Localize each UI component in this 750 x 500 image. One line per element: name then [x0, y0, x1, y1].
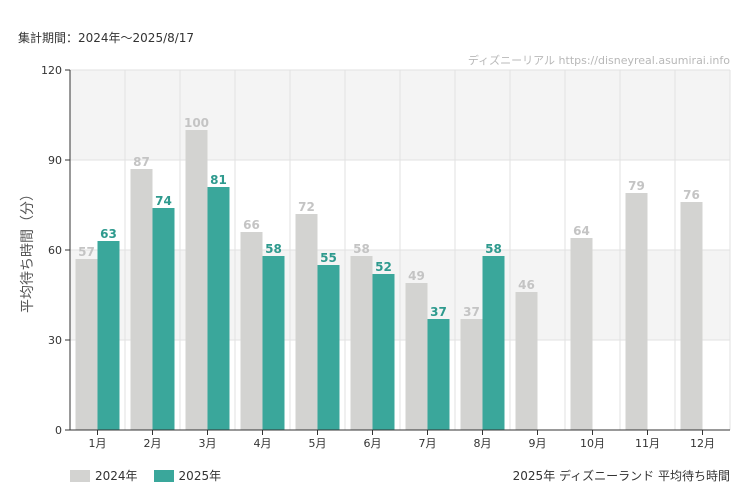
- y-tick-label: 30: [48, 334, 62, 347]
- bar-2024: [515, 292, 538, 430]
- bar-2024: [295, 214, 318, 430]
- period-label: 集計期間：2024年～2025/8/17: [18, 31, 195, 45]
- bar-2024: [680, 202, 703, 430]
- data-label-2024: 46: [518, 278, 535, 292]
- data-label-2024: 72: [298, 200, 315, 214]
- bar-2024: [75, 259, 98, 430]
- data-label-2025: 74: [155, 194, 172, 208]
- legend-item-2024[interactable]: 2024年: [70, 467, 138, 484]
- x-tick-label: 3月: [199, 437, 217, 450]
- source-credit: ディズニーリアル https://disneyreal.asumirai.inf…: [467, 54, 730, 67]
- data-label-2025: 63: [100, 227, 117, 241]
- bar-2025: [482, 256, 505, 430]
- y-tick-label: 120: [41, 64, 62, 77]
- data-label-2025: 37: [430, 305, 447, 319]
- data-label-2024: 66: [243, 218, 260, 232]
- bar-2024: [625, 193, 648, 430]
- legend-swatch-2025: [153, 469, 174, 482]
- y-tick-label: 0: [55, 424, 62, 437]
- x-tick-label: 12月: [690, 437, 715, 450]
- x-tick-label: 8月: [474, 437, 492, 450]
- bar-2025: [372, 274, 395, 430]
- bar-2025: [317, 265, 340, 430]
- bar-2024: [240, 232, 263, 430]
- data-label-2025: 58: [265, 242, 282, 256]
- legend-swatch-2024: [70, 469, 90, 482]
- bar-2024: [460, 319, 483, 430]
- bar-2024: [570, 238, 593, 430]
- x-tick-label: 1月: [89, 437, 107, 450]
- x-tick-label: 10月: [580, 437, 605, 450]
- data-label-2024: 37: [463, 305, 480, 319]
- bar-2024: [405, 283, 428, 430]
- x-tick-label: 2月: [144, 437, 162, 450]
- data-label-2025: 52: [375, 260, 392, 274]
- data-label-2024: 79: [628, 179, 645, 193]
- x-tick-label: 4月: [254, 437, 272, 450]
- bar-2025: [207, 187, 230, 430]
- bar-2025: [97, 241, 120, 430]
- data-label-2024: 57: [78, 245, 95, 259]
- legend-label-2024: 2024年: [95, 469, 138, 483]
- data-label-2024: 100: [184, 116, 209, 130]
- x-tick-label: 6月: [364, 437, 382, 450]
- data-label-2024: 87: [133, 155, 150, 169]
- legend-item-2025[interactable]: 2025年: [153, 467, 222, 484]
- y-tick-label: 90: [48, 154, 62, 167]
- chart-footer-title: 2025年 ディズニーランド 平均待ち時間: [512, 469, 730, 483]
- data-label-2025: 81: [210, 173, 227, 187]
- bar-2024: [185, 130, 208, 430]
- y-tick-label: 60: [48, 244, 62, 257]
- bar-2024: [130, 169, 153, 430]
- bar-2024: [350, 256, 373, 430]
- legend: 2024年 2025年: [70, 467, 237, 484]
- bar-2025: [152, 208, 175, 430]
- data-label-2024: 76: [683, 188, 700, 202]
- data-label-2024: 49: [408, 269, 425, 283]
- data-label-2024: 58: [353, 242, 370, 256]
- x-tick-label: 7月: [419, 437, 437, 450]
- data-label-2025: 55: [320, 251, 337, 265]
- x-tick-label: 9月: [529, 437, 547, 450]
- data-label-2025: 58: [485, 242, 502, 256]
- x-tick-label: 5月: [309, 437, 327, 450]
- data-label-2024: 64: [573, 224, 590, 238]
- y-axis-title: 平均待ち時間（分）: [20, 187, 36, 313]
- bar-2025: [427, 319, 450, 430]
- x-tick-label: 11月: [635, 437, 660, 450]
- legend-label-2025: 2025年: [178, 469, 222, 483]
- bar-2025: [262, 256, 285, 430]
